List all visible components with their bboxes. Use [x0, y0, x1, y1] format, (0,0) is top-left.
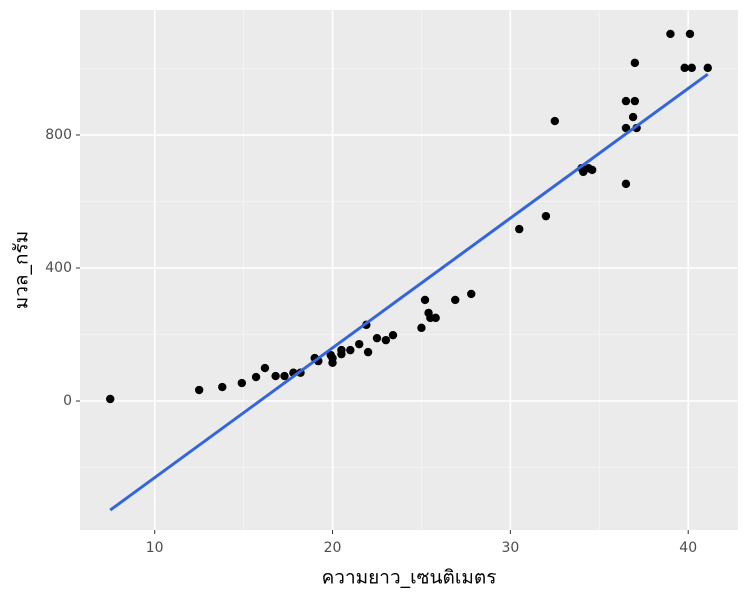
x-tick-label: 20 — [324, 540, 342, 556]
point — [326, 350, 335, 360]
y-axis-title: มวล_กรัม — [11, 231, 33, 310]
point — [271, 371, 280, 381]
point — [106, 394, 115, 404]
point — [541, 211, 551, 221]
y-tick-label: 0 — [63, 393, 72, 409]
point — [260, 363, 270, 373]
point — [280, 371, 289, 381]
point — [237, 378, 247, 388]
point — [381, 335, 391, 345]
point — [346, 345, 355, 355]
point — [372, 333, 382, 343]
point — [388, 330, 398, 340]
x-tick-label: 40 — [679, 540, 697, 556]
point — [218, 382, 227, 392]
point — [621, 96, 631, 106]
point — [587, 165, 597, 175]
point — [687, 63, 696, 73]
point — [666, 29, 675, 39]
x-axis-title: ความยาว_เซนติเมตร — [322, 567, 497, 589]
point — [621, 179, 631, 189]
point — [630, 96, 640, 106]
point — [337, 345, 346, 355]
y-tick-label: 400 — [45, 260, 72, 276]
point — [628, 112, 638, 122]
point — [680, 63, 689, 73]
point — [621, 123, 631, 133]
point — [467, 289, 476, 299]
point — [630, 58, 640, 68]
x-tick-label: 30 — [501, 540, 519, 556]
point — [451, 295, 460, 305]
fit-line — [109, 72, 709, 512]
x-tick-label: 10 — [146, 540, 164, 556]
point — [431, 313, 440, 323]
point — [550, 116, 560, 126]
point — [251, 372, 261, 382]
point — [703, 63, 712, 73]
point — [363, 347, 373, 357]
point — [328, 358, 337, 367]
point — [194, 385, 204, 395]
point — [420, 295, 430, 305]
y-tick-label: 800 — [45, 127, 72, 143]
point — [355, 339, 364, 349]
point — [685, 29, 695, 39]
point — [515, 224, 524, 234]
point — [417, 323, 426, 333]
plot-panel — [80, 10, 738, 530]
